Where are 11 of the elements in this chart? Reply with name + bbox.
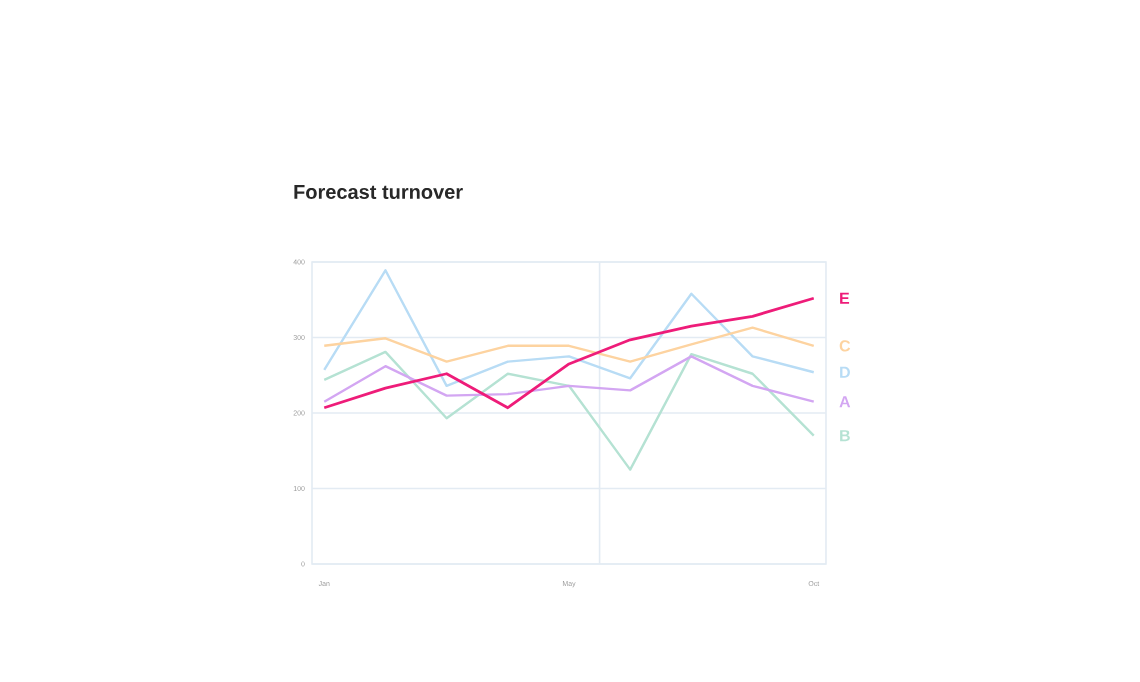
line-series [323,269,815,388]
chart-title: Forecast turnover [294,185,463,199]
line-series [322,296,816,410]
series-label: D [840,366,850,378]
series-label: B [840,430,850,442]
series-label: C [839,340,851,352]
line-series [323,350,815,471]
line-series [323,326,815,363]
series-label: A [839,396,851,408]
series-label: E [840,292,850,304]
line-series [323,355,815,403]
